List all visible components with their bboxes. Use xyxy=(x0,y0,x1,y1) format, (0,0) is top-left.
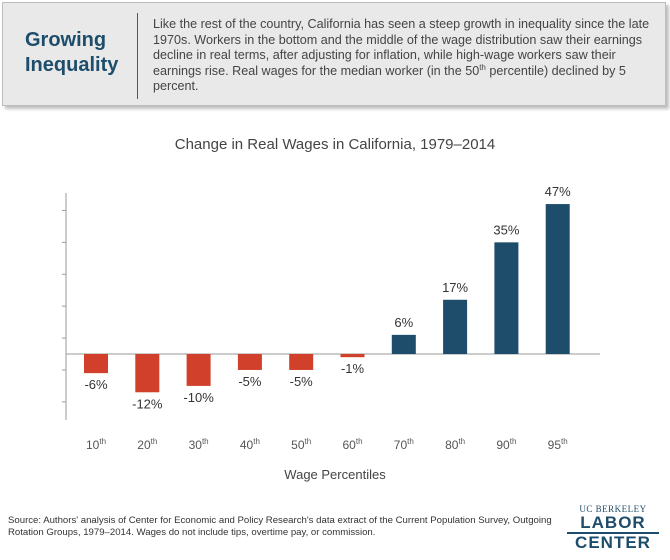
category-number: 20 xyxy=(137,438,151,452)
category-number: 70 xyxy=(394,438,408,452)
category-number: 95 xyxy=(548,438,562,452)
chart-title: Change in Real Wages in California, 1979… xyxy=(174,136,496,153)
category-label-20: 20th xyxy=(137,437,157,452)
category-label-95: 95th xyxy=(548,437,568,452)
category-number: 60 xyxy=(342,438,356,452)
logo-top: UC BERKELEY xyxy=(579,504,647,514)
logo-bot: CENTER xyxy=(575,533,651,552)
category-suffix: th xyxy=(561,437,568,446)
category-number: 30 xyxy=(189,438,203,452)
callout-title-line2: Inequality xyxy=(25,54,119,76)
category-number: 80 xyxy=(445,438,459,452)
category-suffix: th xyxy=(407,437,414,446)
category-label-30: 30th xyxy=(189,437,209,452)
category-label-50: 50th xyxy=(291,437,311,452)
callout-text-sup: th xyxy=(479,62,486,72)
bar-60 xyxy=(340,354,365,358)
callout-title-line1: Growing xyxy=(25,29,107,51)
bar-95 xyxy=(545,204,570,354)
data-label-30: -10% xyxy=(183,390,214,405)
category-label-70: 70th xyxy=(394,437,414,452)
category-number: 10 xyxy=(86,438,100,452)
category-suffix: th xyxy=(305,437,312,446)
bar-90 xyxy=(494,242,519,354)
bar-50 xyxy=(289,354,314,370)
callout-title: Growing Inequality xyxy=(25,28,125,78)
labor-center-logo: UC BERKELEY LABOR CENTER xyxy=(567,504,659,552)
category-suffix: th xyxy=(99,437,106,446)
category-suffix: th xyxy=(253,437,260,446)
data-label-95: 47% xyxy=(545,184,571,199)
category-label-80: 80th xyxy=(445,437,465,452)
source-note: Source: Authors' analysis of Center for … xyxy=(8,515,552,538)
data-label-70: 6% xyxy=(394,315,413,330)
category-suffix: th xyxy=(458,437,465,446)
category-label-90: 90th xyxy=(496,437,516,452)
data-label-10: -6% xyxy=(84,377,108,392)
bar-40 xyxy=(237,354,262,370)
category-suffix: th xyxy=(356,437,363,446)
bar-20 xyxy=(135,354,160,393)
category-number: 90 xyxy=(496,438,510,452)
data-label-80: 17% xyxy=(442,280,468,295)
bar-chart: -6%10th-12%20th-10%30th-5%40th-5%50th-1%… xyxy=(62,184,600,452)
x-axis-title: Wage Percentiles xyxy=(284,467,386,482)
bar-30 xyxy=(186,354,211,386)
callout-text-main: Like the rest of the country, California… xyxy=(153,17,650,78)
data-label-20: -12% xyxy=(132,396,163,411)
data-label-50: -5% xyxy=(290,374,314,389)
bar-70 xyxy=(391,334,416,354)
data-label-60: -1% xyxy=(341,361,365,376)
logo-mid: LABOR xyxy=(567,514,659,534)
callout-divider xyxy=(137,13,138,99)
category-suffix: th xyxy=(151,437,158,446)
category-label-10: 10th xyxy=(86,437,106,452)
bar-10 xyxy=(84,354,108,374)
category-suffix: th xyxy=(510,437,517,446)
category-label-40: 40th xyxy=(240,437,260,452)
callout-text-end: percentile) declined by 5 percent. xyxy=(153,63,626,94)
data-label-90: 35% xyxy=(493,222,519,237)
category-suffix: th xyxy=(202,437,209,446)
category-number: 40 xyxy=(240,438,254,452)
callout-text: Like the rest of the country, California… xyxy=(153,17,653,95)
data-label-40: -5% xyxy=(238,374,262,389)
intro-callout: Growing Inequality Like the rest of the … xyxy=(2,2,666,106)
bar-80 xyxy=(443,299,468,354)
category-label-60: 60th xyxy=(342,437,362,452)
category-number: 50 xyxy=(291,438,305,452)
